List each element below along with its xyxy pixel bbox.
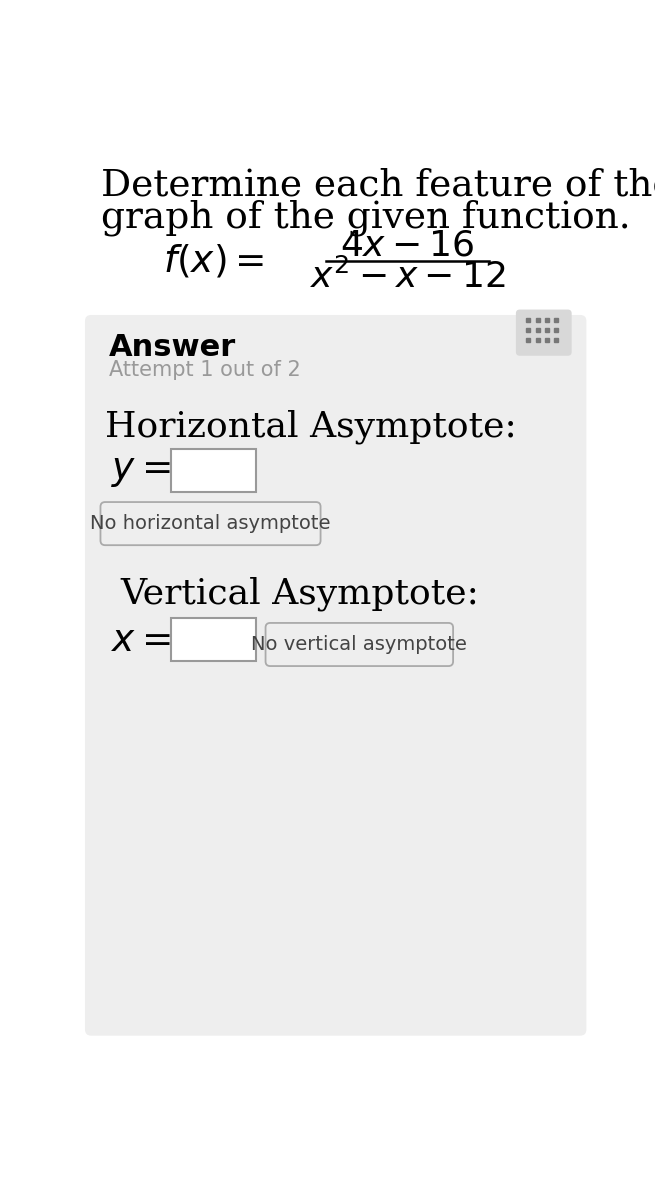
Text: $4x - 16$: $4x - 16$: [340, 229, 475, 263]
Text: Determine each feature of the: Determine each feature of the: [102, 167, 655, 203]
Text: $x^2 - x - 12$: $x^2 - x - 12$: [310, 259, 505, 295]
Text: No vertical asymptote: No vertical asymptote: [252, 635, 467, 654]
Text: Vertical Asymptote:: Vertical Asymptote:: [121, 577, 479, 611]
FancyBboxPatch shape: [265, 623, 453, 666]
Text: Horizontal Asymptote:: Horizontal Asymptote:: [105, 409, 517, 444]
Text: $f(x) =$: $f(x) =$: [163, 242, 265, 280]
Bar: [171, 449, 256, 492]
Text: $y =$: $y =$: [111, 454, 171, 490]
Text: Attempt 1 out of 2: Attempt 1 out of 2: [109, 360, 301, 379]
FancyBboxPatch shape: [85, 314, 586, 1036]
Text: graph of the given function.: graph of the given function.: [102, 199, 631, 236]
Bar: [171, 618, 256, 661]
FancyBboxPatch shape: [516, 310, 572, 355]
Text: $x =$: $x =$: [111, 623, 172, 659]
FancyBboxPatch shape: [100, 502, 320, 545]
Text: No horizontal asymptote: No horizontal asymptote: [90, 514, 331, 533]
Text: Answer: Answer: [109, 332, 236, 361]
